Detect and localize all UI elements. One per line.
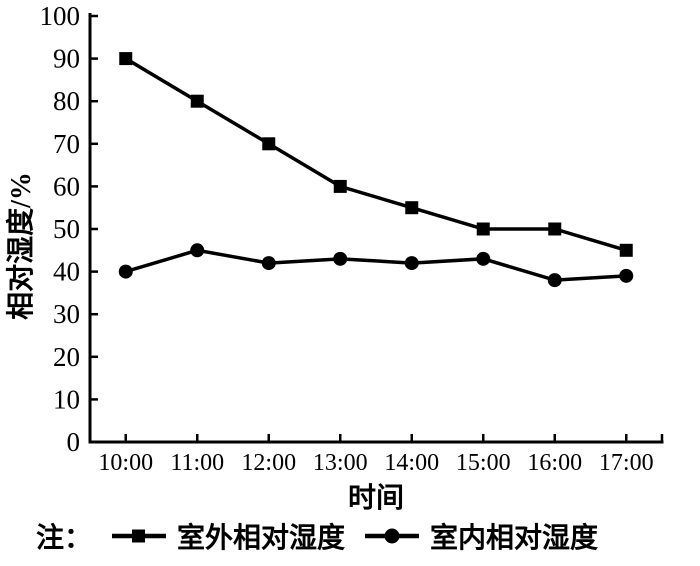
x-tick-label: 17:00 bbox=[599, 450, 654, 476]
data-point-marker-outdoor bbox=[405, 201, 419, 215]
chart-legend: 注： 室外相对湿度 室内相对湿度 bbox=[36, 518, 598, 554]
x-tick-label: 16:00 bbox=[527, 450, 582, 476]
data-point-marker-indoor bbox=[261, 256, 276, 271]
data-point-marker-indoor bbox=[476, 251, 491, 266]
y-tick-label: 30 bbox=[53, 299, 80, 329]
y-tick-label: 70 bbox=[53, 129, 80, 159]
x-tick-label: 11:00 bbox=[170, 450, 224, 476]
data-point-marker-indoor bbox=[547, 273, 562, 288]
y-tick-label: 60 bbox=[53, 171, 80, 201]
data-point-marker-indoor bbox=[619, 268, 634, 283]
x-axis-title: 时间 bbox=[347, 483, 404, 514]
legend-item-outdoor: 室外相对湿度 bbox=[112, 516, 345, 556]
data-point-marker-outdoor bbox=[262, 137, 276, 151]
x-tick-label: 12:00 bbox=[241, 450, 296, 476]
data-point-marker-outdoor bbox=[548, 222, 562, 236]
data-point-marker-indoor bbox=[404, 256, 419, 271]
data-point-marker-outdoor bbox=[476, 222, 490, 236]
x-tick-label: 13:00 bbox=[313, 450, 368, 476]
y-tick-label: 40 bbox=[53, 257, 80, 287]
series-line-indoor bbox=[125, 248, 627, 282]
data-point-marker-outdoor bbox=[190, 94, 204, 108]
data-point-marker-indoor bbox=[333, 251, 348, 266]
data-point-marker-outdoor bbox=[119, 52, 133, 66]
y-tick-label: 100 bbox=[40, 1, 81, 31]
circle-marker-swatch bbox=[365, 528, 420, 544]
legend-item-indoor: 室内相对湿度 bbox=[365, 516, 598, 556]
y-tick-label: 50 bbox=[53, 214, 80, 244]
legend-item-label: 室外相对湿度 bbox=[177, 523, 346, 554]
y-tick-label: 90 bbox=[53, 44, 80, 74]
data-point-marker-indoor bbox=[190, 243, 205, 258]
x-tick-label: 14:00 bbox=[384, 450, 439, 476]
x-tick-label: 15:00 bbox=[456, 450, 511, 476]
y-tick-label: 10 bbox=[53, 384, 80, 414]
x-tick-label: 10:00 bbox=[98, 450, 153, 476]
data-point-marker-outdoor bbox=[619, 243, 633, 257]
data-point-marker-indoor bbox=[118, 264, 133, 279]
legend-item-label: 室内相对湿度 bbox=[430, 523, 599, 554]
y-tick-label: 80 bbox=[53, 86, 80, 116]
y-tick-label: 0 bbox=[67, 427, 81, 457]
y-axis-title: 相对湿度/% bbox=[6, 172, 37, 320]
legend-note: 注： bbox=[36, 523, 93, 554]
data-point-marker-outdoor bbox=[333, 179, 347, 193]
series-line-outdoor bbox=[124, 57, 627, 252]
square-marker-swatch bbox=[112, 529, 167, 543]
y-tick-label: 20 bbox=[53, 342, 80, 372]
